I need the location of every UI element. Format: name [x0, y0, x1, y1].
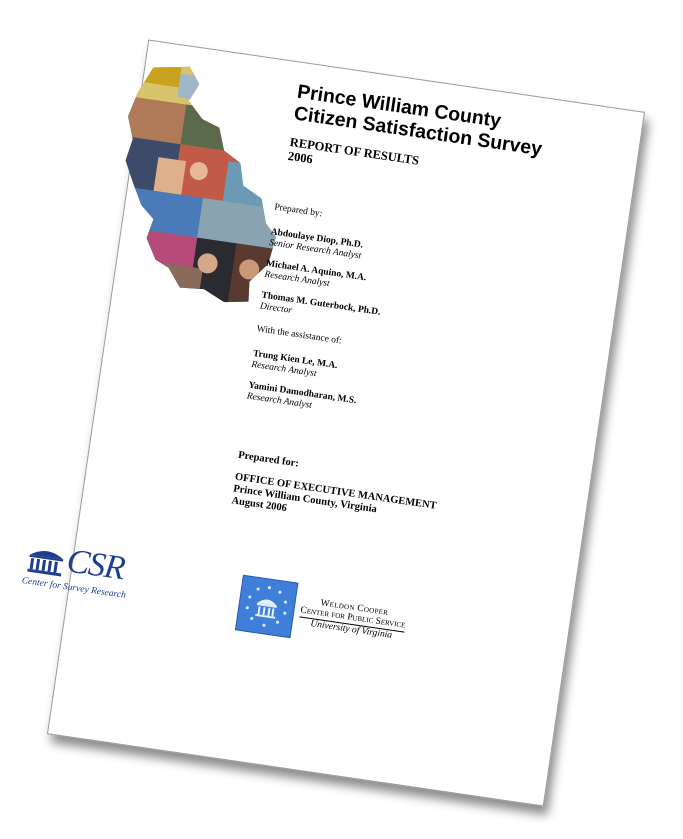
- prepared-for-section: Prepared for: OFFICE OF EXECUTIVE MANAGE…: [231, 450, 441, 537]
- weldon-cooper-logo: Weldon Cooper Center for Public Service …: [233, 574, 500, 682]
- csr-logo: CSR Center for Survey Research: [19, 540, 176, 621]
- report-cover-page: Prince William County Citizen Satisfacti…: [21, 39, 646, 807]
- weldon-cooper-text: Weldon Cooper Center for Public Service …: [298, 596, 407, 643]
- county-map-photo-collage: [103, 58, 299, 309]
- csr-wordmark: CSR: [64, 542, 127, 588]
- credits-section: Prepared by: Abdoulaye Diop, Ph.D. Senio…: [244, 202, 571, 455]
- rotunda-icon: [27, 550, 64, 577]
- rotunda-stars-icon: [234, 574, 299, 639]
- report-subtitle: REPORT OF RESULTS 2006: [287, 135, 420, 182]
